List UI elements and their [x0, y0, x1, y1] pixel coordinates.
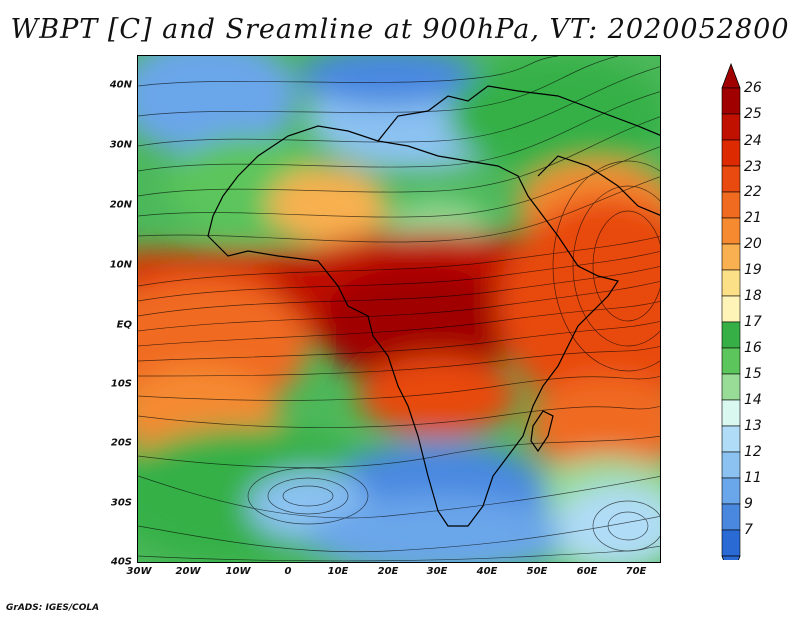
- colorbar-label: 19: [744, 262, 762, 278]
- colorbar-label: 22: [744, 184, 762, 200]
- colorbar-label: 17: [744, 314, 762, 330]
- colorbar-label: 20: [744, 236, 762, 252]
- colorbar-label: 16: [744, 340, 762, 356]
- lat-label: 30N: [109, 139, 132, 151]
- lon-label: 70E: [625, 566, 647, 577]
- colorbar-segment: [721, 191, 741, 219]
- credit-text: GrADS: IGES/COLA: [6, 603, 100, 613]
- colorbar-label: 24: [744, 133, 762, 149]
- lat-label: 20S: [110, 437, 132, 449]
- wbpt-map: [138, 56, 660, 562]
- colorbar-label: 13: [744, 418, 762, 434]
- colorbar-arrow-bottom: [721, 555, 741, 560]
- lon-label: 10E: [327, 566, 349, 577]
- colorbar-segment: [721, 243, 741, 271]
- lon-label: 50E: [526, 566, 548, 577]
- colorbar-label: 14: [744, 392, 762, 408]
- lat-label: 40S: [110, 556, 132, 568]
- colorbar-segment: [721, 373, 741, 401]
- colorbar-segment: [721, 269, 741, 297]
- lat-label: 10S: [110, 378, 132, 390]
- colorbar-segment: [721, 139, 741, 167]
- lat-label: 20N: [109, 199, 132, 211]
- map-plot-area: [137, 55, 661, 563]
- colorbar-label: 21: [744, 210, 762, 226]
- lon-label: 0: [284, 566, 292, 577]
- lon-label: 60E: [576, 566, 598, 577]
- colorbar-label: 26: [744, 80, 762, 96]
- colorbar-segment: [721, 451, 741, 479]
- colorbar-segment: [721, 87, 741, 115]
- streamlines: [138, 56, 660, 562]
- colorbar-label: 18: [744, 288, 762, 304]
- colorbar-segment: [721, 425, 741, 453]
- colorbar-label: 23: [744, 159, 762, 175]
- colorbar-label: 11: [744, 470, 762, 486]
- colorbar-segment: [721, 217, 741, 245]
- colorbar-segment: [721, 165, 741, 193]
- colorbar-segment: [721, 399, 741, 427]
- colorbar-segment: [721, 295, 741, 323]
- lon-label: 10W: [225, 566, 251, 577]
- colorbar-segment: [721, 347, 741, 375]
- lat-label: 30S: [110, 497, 132, 509]
- colorbar-segment: [721, 113, 741, 141]
- colorbar-segment: [721, 321, 741, 349]
- lon-label: 40E: [476, 566, 498, 577]
- colorbar-segment: [721, 529, 741, 557]
- lon-label: 30W: [126, 566, 152, 577]
- colorbar-segment: [721, 477, 741, 505]
- lon-label: 20E: [377, 566, 399, 577]
- colorbar-label: 25: [744, 106, 762, 122]
- colorbar-label: 9: [744, 496, 753, 512]
- lat-label: 10N: [109, 259, 132, 271]
- colorbar-arrow-top: [721, 62, 741, 89]
- colorbar: [721, 62, 741, 560]
- lat-label: EQ: [116, 319, 132, 331]
- lat-label: 40N: [109, 79, 132, 91]
- colorbar-label: 12: [744, 444, 762, 460]
- colorbar-segment: [721, 503, 741, 531]
- lon-label: 30E: [426, 566, 448, 577]
- lon-label: 20W: [175, 566, 201, 577]
- coastlines: [207, 85, 660, 527]
- wbpt-field: [138, 56, 660, 562]
- colorbar-label: 7: [744, 522, 753, 538]
- chart-title: WBPT [C] and Sreamline at 900hPa, VT: 20…: [10, 14, 790, 45]
- colorbar-label: 15: [744, 366, 762, 382]
